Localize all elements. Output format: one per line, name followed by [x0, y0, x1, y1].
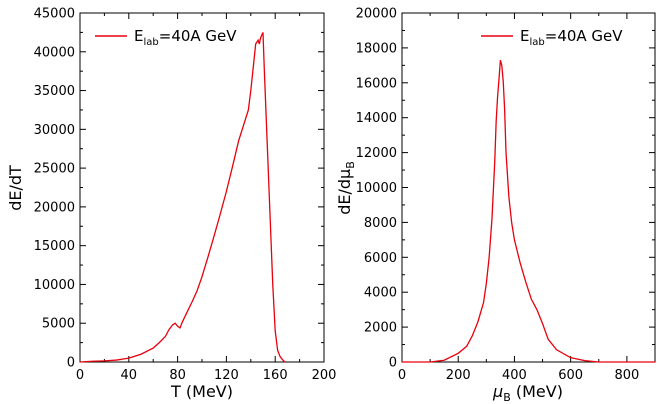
y-tick-label: 0 [67, 356, 75, 371]
x-tick-labels: 0 200 400 600 800 [398, 368, 639, 383]
series-line [402, 59, 655, 363]
tick-marks [79, 12, 325, 363]
y-tick-label: 25000 [34, 162, 75, 177]
legend-label: Elab=40A GeV [134, 27, 237, 48]
legend-label-sub: lab [529, 37, 544, 48]
x-tick-label: 160 [263, 368, 288, 383]
y-tick-label: 45000 [34, 7, 75, 22]
y-tick-label: 2000 [364, 321, 397, 336]
y-axis-title-sub: B [344, 161, 357, 169]
chart-panel-mu-b: 0 200 400 600 800 0 2000 4000 6000 8000 10000 1200… [335, 7, 656, 404]
plot-frame [401, 12, 656, 363]
x-axis-title-main: μ [492, 382, 503, 401]
x-tick-label: 800 [614, 368, 639, 383]
legend-label-main: E [520, 27, 529, 45]
x-axis-title: T (MeV) [170, 382, 233, 401]
legend-label-rest: =40A GeV [545, 27, 624, 45]
legend-label-main: E [134, 27, 143, 45]
legend-label-rest: =40A GeV [159, 27, 238, 45]
plot-frame [79, 12, 325, 363]
y-tick-label: 35000 [34, 84, 75, 99]
y-tick-label: 40000 [34, 45, 75, 60]
y-tick-label: 15000 [34, 239, 75, 254]
y-axis-title: dE/dT [6, 165, 25, 211]
x-axis-title-rest: (MeV) [511, 382, 563, 401]
x-axis-title: μB (MeV) [492, 382, 563, 404]
x-axis-title-sub: B [503, 391, 511, 404]
y-tick-label: 8000 [364, 216, 397, 231]
y-tick-label: 16000 [356, 76, 397, 91]
y-tick-label: 30000 [34, 123, 75, 138]
x-tick-label: 0 [76, 368, 84, 383]
x-tick-label: 600 [558, 368, 583, 383]
y-axis-title-main: dE/dμ [335, 169, 354, 215]
x-tick-label: 80 [169, 368, 186, 383]
y-tick-label: 4000 [364, 286, 397, 301]
chart-panel-temperature: 0 40 80 120 160 200 0 5000 10000 15000 20000 25000… [6, 7, 336, 402]
series-line [79, 32, 286, 363]
y-tick-label: 6000 [364, 251, 397, 266]
y-tick-label: 20000 [34, 200, 75, 215]
y-tick-label: 0 [389, 356, 397, 371]
y-axis-title: dE/dμB [335, 161, 357, 215]
x-tick-label: 200 [312, 368, 337, 383]
legend-label-sub: lab [143, 37, 158, 48]
legend-label: Elab=40A GeV [520, 27, 623, 48]
x-tick-label: 400 [502, 368, 527, 383]
y-tick-label: 10000 [34, 278, 75, 293]
legend: Elab=40A GeV [95, 27, 237, 48]
y-tick-label: 5000 [42, 317, 75, 332]
y-tick-label: 14000 [356, 111, 397, 126]
y-tick-labels: 0 2000 4000 6000 8000 10000 12000 14000 16000 180… [356, 7, 397, 371]
x-tick-label: 40 [121, 368, 138, 383]
legend: Elab=40A GeV [481, 27, 623, 48]
x-tick-label: 200 [446, 368, 471, 383]
tick-marks [401, 12, 656, 363]
x-tick-label: 0 [398, 368, 406, 383]
x-tick-label: 120 [214, 368, 239, 383]
y-tick-label: 18000 [356, 41, 397, 56]
y-tick-label: 12000 [356, 146, 397, 161]
y-tick-label: 20000 [356, 7, 397, 22]
x-tick-labels: 0 40 80 120 160 200 [76, 368, 337, 383]
y-tick-label: 10000 [356, 181, 397, 196]
y-tick-labels: 0 5000 10000 15000 20000 25000 30000 35000 40000… [34, 7, 75, 371]
